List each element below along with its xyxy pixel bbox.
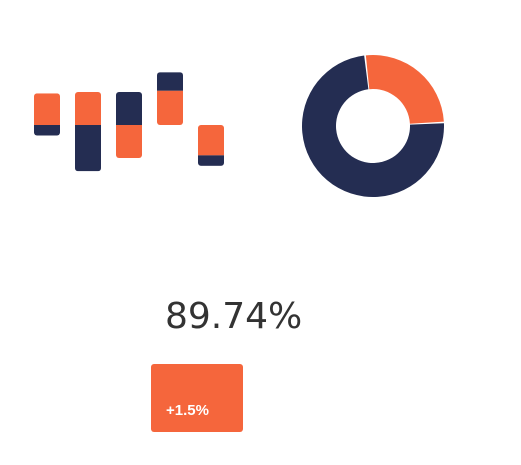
bar-segment-3-1 [116,125,142,158]
change-badge: +1.5% [151,364,243,432]
bar-segment-5-1 [198,125,224,156]
bar-segment-4-2 [157,72,183,91]
bar-5 [198,125,224,166]
bar-segment-1-2 [34,125,60,136]
stacked-bar-chart [34,72,224,172]
bar-segment-2-2 [75,125,101,172]
bar-4 [157,72,183,125]
change-badge-label: +1.5% [166,402,209,419]
donut-slice-1 [302,55,444,198]
bar-2 [75,92,101,172]
bar-segment-2-1 [75,92,101,125]
bar-1 [34,93,60,136]
donut-slice-2 [365,55,444,124]
kpi-value: 89.74% [165,296,303,337]
bar-segment-1-1 [34,93,60,125]
bar-3 [116,92,142,158]
bar-segment-3-2 [116,92,142,125]
bar-segment-4-1 [157,90,183,125]
bar-segment-5-2 [198,155,224,166]
donut-chart [302,55,444,198]
